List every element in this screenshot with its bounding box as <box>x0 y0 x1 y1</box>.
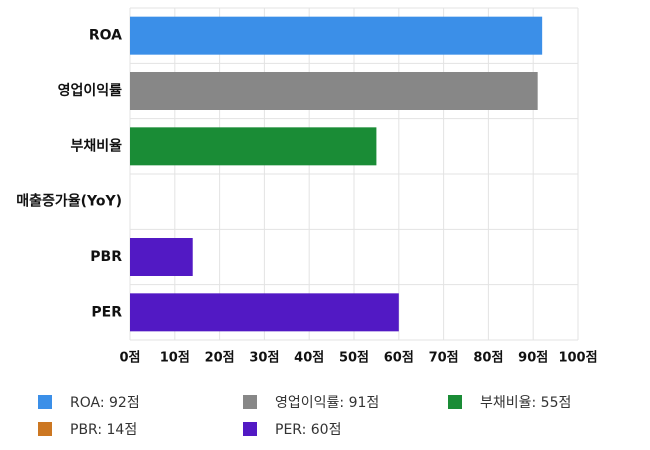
bar <box>130 72 538 110</box>
x-tick-label: 60점 <box>384 351 414 366</box>
bar <box>130 293 399 332</box>
legend-item: 영업이익률: 91점 <box>243 392 379 412</box>
grid-lines <box>129 7 579 341</box>
category-label: PBR <box>90 249 122 265</box>
x-tick-label: 100점 <box>558 351 597 366</box>
legend-label: ROA: 92점 <box>70 395 140 411</box>
legend-item: PER: 60점 <box>243 419 341 439</box>
category-label: 매출증가율(YoY) <box>16 193 122 210</box>
x-tick-label: 90점 <box>518 351 548 366</box>
bar <box>130 238 193 276</box>
legend-swatch <box>38 422 52 436</box>
legend-swatch <box>243 395 257 409</box>
legend-swatch <box>38 395 52 409</box>
bars <box>130 16 543 332</box>
category-label: ROA <box>89 28 122 44</box>
x-tick-label: 10점 <box>160 351 190 366</box>
x-tick-label: 20점 <box>205 351 235 366</box>
bar <box>130 16 543 55</box>
x-tick-label: 50점 <box>339 351 369 366</box>
bar <box>130 127 377 166</box>
category-label: PER <box>91 304 122 320</box>
legend: ROA: 92점 영업이익률: 91점 부채비율: 55점 PBR: 14점 PER: … <box>38 392 638 442</box>
x-tick-label: 0점 <box>119 351 140 366</box>
legend-item: 부채비율: 55점 <box>448 392 571 412</box>
tick-labels: 0점 10점 20점 30점 40점 50점 60점 70점 80점 90점 100점 <box>119 351 597 366</box>
legend-label: PBR: 14점 <box>70 422 138 438</box>
x-tick-label: 70점 <box>429 351 459 366</box>
legend-swatch <box>448 395 462 409</box>
legend-label: 부채비율: 55점 <box>480 395 572 411</box>
x-tick-label: 30점 <box>249 351 279 366</box>
x-tick-label: 40점 <box>294 351 324 366</box>
legend-swatch <box>243 422 257 436</box>
legend-item: PBR: 14점 <box>38 419 137 439</box>
category-label: 영업이익률 <box>58 82 123 99</box>
x-tick-label: 80점 <box>473 351 503 366</box>
legend-item: ROA: 92점 <box>38 392 140 412</box>
category-label: 부채비율 <box>70 137 122 154</box>
legend-label: PER: 60점 <box>275 422 342 438</box>
legend-label: 영업이익률: 91점 <box>275 395 380 411</box>
